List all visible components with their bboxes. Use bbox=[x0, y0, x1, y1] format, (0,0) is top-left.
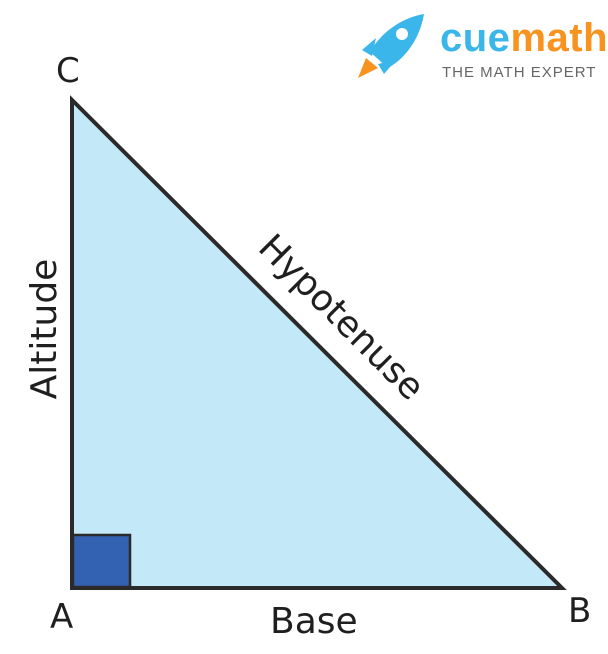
right-triangle bbox=[70, 95, 567, 590]
logo-tagline: THE MATH EXPERT bbox=[442, 64, 597, 81]
base-label: Base bbox=[270, 601, 358, 642]
rocket-icon bbox=[358, 14, 424, 78]
logo-wordmark: cuemath bbox=[440, 18, 608, 58]
vertex-label-a: A bbox=[50, 597, 74, 637]
logo-word-part1: cue bbox=[440, 16, 511, 60]
logo-word-part2: math bbox=[510, 16, 608, 60]
right-angle-marker bbox=[71, 533, 132, 589]
vertex-label-c: C bbox=[56, 51, 80, 91]
vertex-label-b: B bbox=[568, 591, 592, 631]
altitude-label: Altitude bbox=[24, 258, 65, 400]
cuemath-logo: cuemath THE MATH EXPERT bbox=[350, 12, 608, 86]
